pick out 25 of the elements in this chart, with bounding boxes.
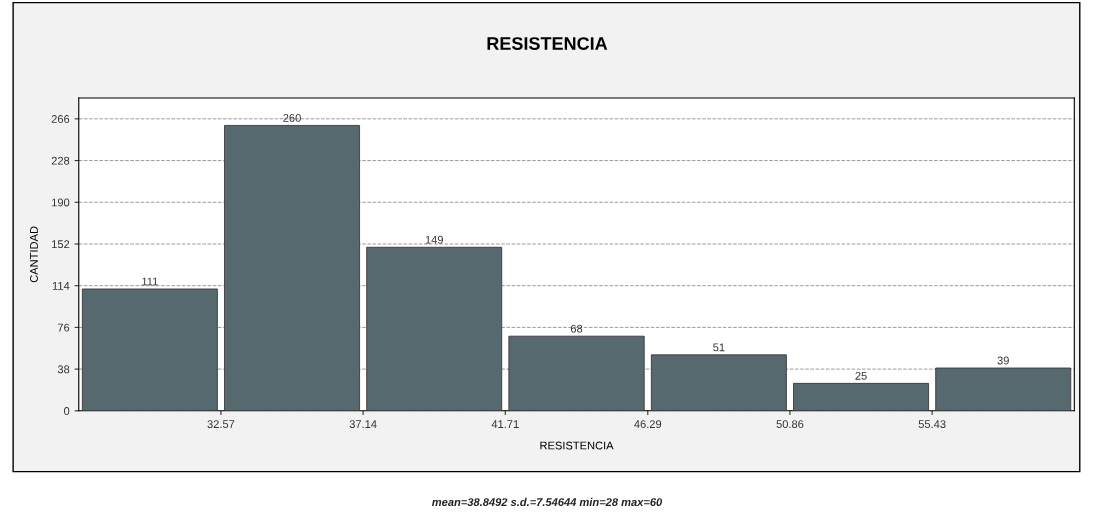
x-tick-label: 46.29 — [634, 420, 662, 429]
text: mean=38.8492 s.d.=7.54644 min=28 max=60 — [431, 497, 663, 507]
data-label: 149 — [425, 235, 443, 244]
x-tick-label: 32.57 — [207, 420, 235, 429]
data-label: 260 — [283, 113, 301, 122]
y-tick-label: 190 — [52, 198, 70, 207]
y-axis-title: CANTIDAD — [30, 226, 38, 283]
x-tick-label: 55.43 — [918, 420, 946, 429]
chart-title: RESISTENCIA — [487, 37, 608, 50]
y-tick-label: 38 — [57, 365, 70, 374]
data-label: 68 — [570, 324, 583, 333]
y-tick-label: 266 — [51, 115, 70, 123]
y-tick-label: 152 — [52, 240, 70, 249]
data-label: 51 — [713, 343, 725, 352]
data-label: 25 — [855, 371, 867, 380]
y-tick-label: 0 — [64, 407, 70, 415]
y-tick-label: 228 — [51, 156, 70, 165]
x-axis-title: RESISTENCIA — [540, 441, 614, 450]
x-tick-label: 37.14 — [349, 420, 377, 429]
data-label: 39 — [997, 356, 1009, 365]
y-tick-label: 114 — [52, 282, 70, 290]
y-tick-label: 76 — [57, 323, 70, 332]
x-tick-label: 41.71 — [491, 420, 519, 428]
data-label: 111 — [142, 277, 158, 286]
x-tick-label: 50.86 — [776, 420, 804, 429]
